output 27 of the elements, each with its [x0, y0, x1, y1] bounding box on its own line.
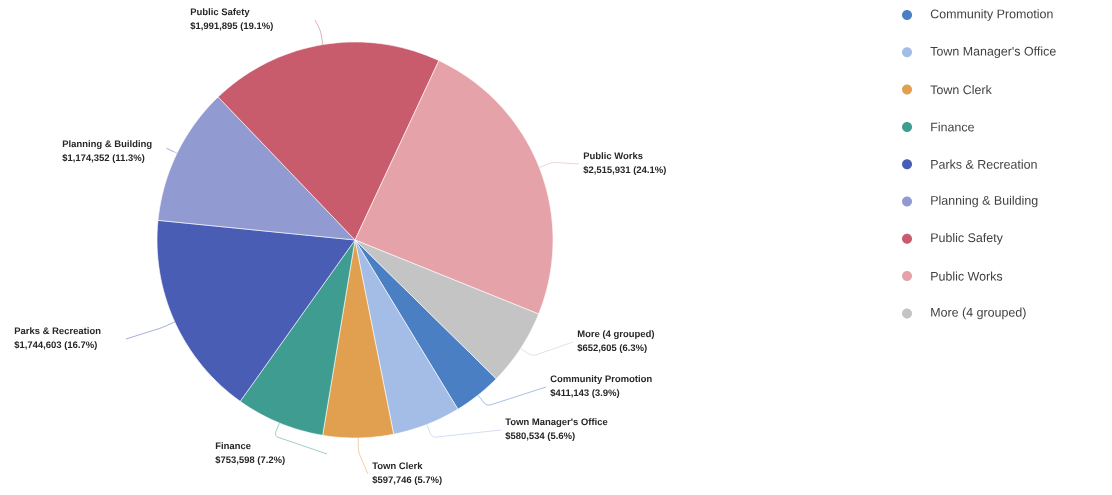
legend-label: Finance: [931, 122, 974, 132]
slice-label: Finance: [215, 442, 251, 450]
legend-label: Parks & Recreation: [931, 159, 1037, 169]
data-label: $597,746 (5.7%): [372, 475, 442, 485]
data-label: $2,515,931 (24.1%): [583, 165, 666, 175]
data-label: $1,174,352 (11.3%): [62, 153, 145, 163]
legend-label: Community Promotion: [930, 9, 1053, 21]
slice-label: Town Clerk: [372, 462, 423, 470]
data-label: $1,991,895 (19.1%): [190, 21, 273, 31]
slice-label: More (4 grouped): [577, 330, 655, 340]
legend-label: Public Works: [931, 271, 1003, 281]
legend-label: Town Manager's Office: [930, 46, 1056, 59]
slice-label: Public Safety: [190, 8, 250, 18]
legend-label: More (4 grouped): [931, 307, 1026, 320]
slice-label: Town Manager's Office: [505, 418, 608, 428]
legend-label: Planning & Building: [931, 195, 1038, 208]
slice-label: Parks & Recreation: [14, 327, 101, 335]
data-label: $652,605 (6.3%): [577, 343, 647, 353]
data-label: $580,534 (5.6%): [505, 431, 575, 441]
data-label: $753,598 (7.2%): [215, 455, 285, 465]
slice-label: Public Works: [583, 152, 643, 160]
legend-label: Town Clerk: [930, 85, 992, 95]
slice-label: Community Promotion: [550, 375, 652, 385]
legend-label: Public Safety: [931, 232, 1003, 245]
data-label: $411,143 (3.9%): [550, 388, 620, 398]
data-label: $1,744,603 (16.7%): [14, 340, 97, 350]
slice-label: Planning & Building: [62, 140, 152, 150]
